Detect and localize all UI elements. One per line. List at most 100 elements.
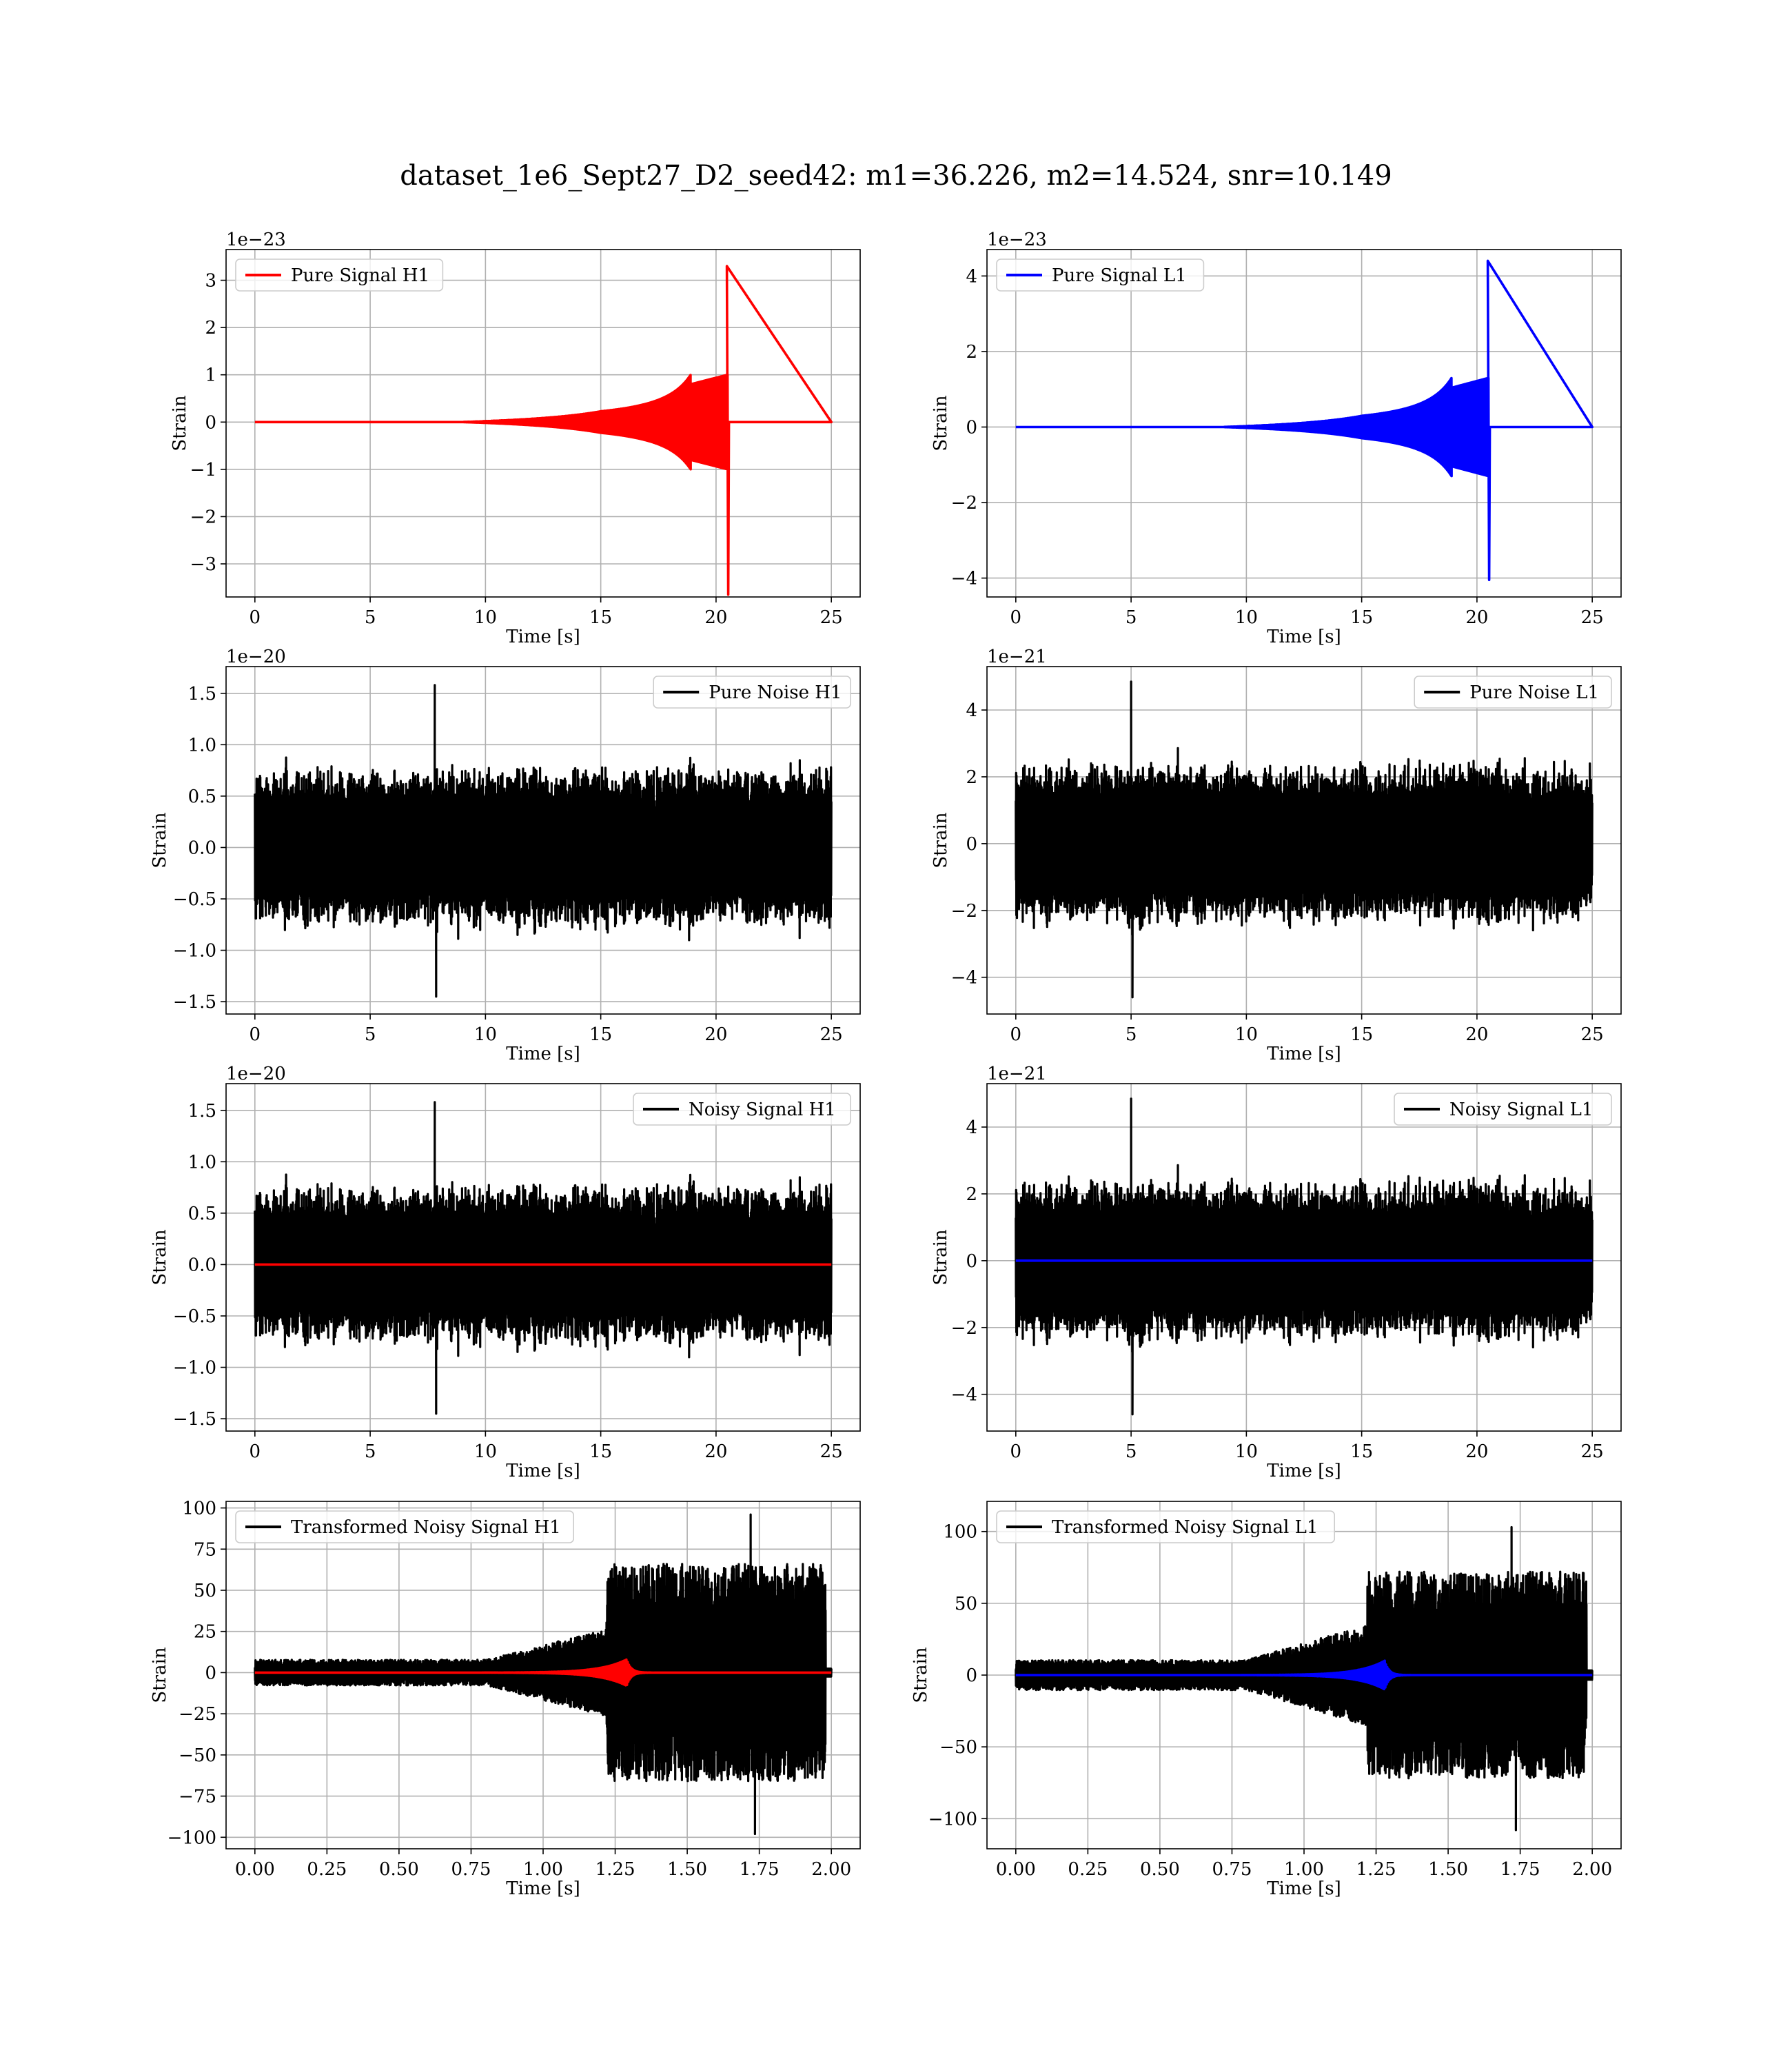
plot-area [254,265,833,596]
y-tick-label: −4 [951,569,977,589]
x-axis-label: Time [s] [1267,1878,1341,1899]
chart-panel-noisy-signal-h1: 0 5 10 15 20 25 −1.5 −1.0 −0.5 0.0 0.5 1.0 1.5 Time [… [150,1064,861,1481]
x-tick-label: 25 [1581,1441,1604,1462]
plot-area [254,1513,833,1836]
y-tick-label: 1.0 [188,735,216,756]
y-tick-label: −1.0 [173,941,216,962]
x-tick-label: 1.25 [1356,1859,1396,1880]
legend: Noisy Signal L1 [1394,1093,1612,1126]
x-tick-label: 5 [365,1441,376,1462]
offset-text: 1e−20 [226,1064,286,1084]
x-tick-label: 1.00 [1284,1859,1324,1880]
legend: Pure Signal L1 [996,258,1205,292]
x-tick-label: 25 [820,1441,843,1462]
plot-area [254,1101,833,1415]
y-tick-label: −100 [928,1809,977,1829]
x-axis-label: Time [s] [1267,1044,1341,1064]
y-axis-label: Strain [930,395,951,452]
y-tick-label: 0.5 [188,1204,216,1224]
y-tick-label: −2 [951,493,977,514]
legend-label: Pure Signal H1 [291,265,429,286]
x-tick-label: 2.00 [1572,1859,1612,1880]
x-tick-label: 20 [1465,1024,1488,1045]
offset-text: 1e−23 [987,230,1047,250]
y-axis-label: Strain [150,812,170,869]
y-tick-label: 0.5 [188,787,216,807]
legend-box [653,676,851,709]
y-tick-label: 100 [943,1522,977,1543]
series-line-noisy-signal-h1 [254,1101,833,1415]
x-tick-label: 10 [1235,1024,1258,1045]
x-tick-label: 0.50 [1140,1859,1180,1880]
x-axis-label: Time [s] [506,1878,580,1899]
series-line-transformed-noisy-signal-l1-overlay [1015,1659,1594,1691]
x-tick-label: 25 [820,607,843,628]
y-tick-label: −1.5 [173,992,216,1013]
axes-frame [225,1083,861,1432]
y-tick-label: −1.0 [173,1358,216,1379]
x-tick-label: 20 [704,607,727,628]
x-tick-label: 0 [1010,1024,1022,1045]
x-tick-label: 0.75 [451,1859,491,1880]
x-tick-label: 0 [250,607,261,628]
y-tick-label: 0 [966,417,977,438]
legend-label: Pure Noise H1 [709,682,842,703]
y-tick-label: 0 [966,834,977,855]
x-tick-label: 10 [474,607,497,628]
chart-panel-pure-noise-h1: 0 5 10 15 20 25 −1.5 −1.0 −0.5 0.0 0.5 1.0 1.5 Time [… [150,647,861,1064]
axes-frame [986,666,1622,1015]
y-tick-label: 0 [205,412,216,433]
y-tick-label: 75 [194,1539,216,1560]
series-line-transformed-noisy-signal-h1-overlay [254,1658,833,1687]
y-tick-label: 0 [966,1665,977,1686]
legend-box [235,1510,575,1543]
x-tick-label: 1.50 [667,1859,707,1880]
x-tick-label: 0.00 [996,1859,1036,1880]
y-axis-label: Strain [150,1647,170,1703]
x-tick-label: 5 [365,1024,376,1045]
x-axis-label: Time [s] [1267,627,1341,647]
axes-frame [225,249,861,598]
offset-text: 1e−20 [226,647,286,667]
x-tick-label: 0.50 [379,1859,419,1880]
y-tick-label: −2 [951,901,977,922]
x-axis-label: Time [s] [506,627,580,647]
legend: Noisy Signal H1 [633,1093,851,1126]
x-tick-label: 10 [1235,607,1258,628]
y-tick-label: 4 [966,1117,977,1138]
legend-box [1414,676,1612,709]
y-tick-label: 2 [966,1184,977,1205]
legend: Transformed Noisy Signal L1 [996,1510,1336,1543]
legend-box [1394,1093,1612,1126]
x-tick-label: 25 [820,1024,843,1045]
y-tick-label: −3 [190,554,216,575]
series-line-pure-noise-l1 [1015,680,1594,999]
y-tick-label: −1 [190,460,216,480]
x-tick-label: 5 [365,607,376,628]
legend-box [996,1510,1336,1543]
y-tick-label: 50 [194,1581,216,1601]
x-tick-label: 2.00 [811,1859,851,1880]
x-tick-label: 15 [1350,1024,1373,1045]
x-tick-label: 0 [250,1441,261,1462]
legend-label: Noisy Signal L1 [1449,1099,1593,1120]
y-tick-label: 2 [966,767,977,788]
chart-panel-pure-signal-l1: 0 5 10 15 20 25 −4 −2 0 2 4 Time [s] Strain 1e−23Pure… [930,230,1622,647]
x-tick-label: 25 [1581,607,1604,628]
series-line-pure-signal-h1 [254,265,833,596]
y-axis-label: Strain [930,1229,951,1286]
y-tick-label: −4 [951,1385,977,1406]
plot-area [1015,1525,1594,1832]
axes-frame [225,666,861,1015]
legend-label: Noisy Signal H1 [689,1099,836,1120]
plot-area [1015,680,1594,999]
y-tick-label: −50 [939,1737,977,1758]
y-tick-label: 1.0 [188,1152,216,1173]
series-line-noisy-signal-l1 [1015,1097,1594,1416]
y-tick-label: −2 [951,1318,977,1339]
y-tick-label: 25 [194,1622,216,1643]
series-line-transformed-noisy-signal-h1 [254,1513,833,1836]
y-tick-label: 2 [205,318,216,338]
legend-box [633,1093,851,1126]
x-tick-label: 10 [474,1024,497,1045]
